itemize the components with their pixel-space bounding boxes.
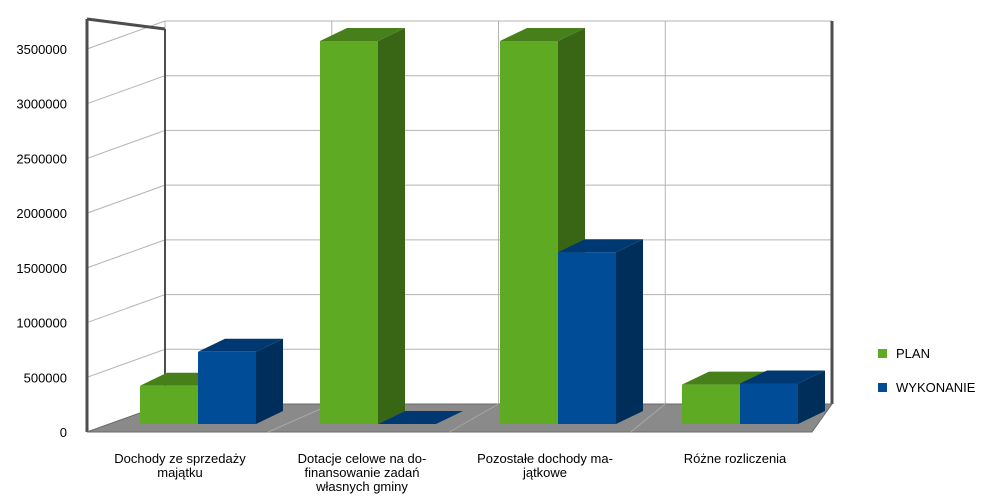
bar-front-face bbox=[500, 41, 558, 424]
bar-wykonanie-2 bbox=[378, 411, 463, 424]
y-axis-ticks: 0 500000 1000000 1500000 2000000 2500000 30000… bbox=[16, 42, 67, 440]
bar-front-face bbox=[140, 385, 198, 424]
chart-bars bbox=[140, 28, 825, 424]
y-tick-label: 500000 bbox=[24, 370, 67, 385]
legend-item-wykonanie: WYKONANIE bbox=[878, 378, 988, 396]
x-category-label-1: Dochody ze sprzedaży majątku bbox=[100, 452, 260, 480]
bar-front-face bbox=[198, 351, 256, 424]
gridline-side bbox=[86, 129, 166, 159]
bar-wykonanie-4 bbox=[740, 370, 825, 424]
gridline-side bbox=[86, 239, 166, 269]
gridline-side bbox=[86, 20, 166, 50]
bar-front-face bbox=[740, 383, 798, 424]
side-wall-top-edge bbox=[86, 17, 166, 31]
legend-item-plan: PLAN bbox=[878, 344, 988, 362]
legend-swatch-wykonanie bbox=[878, 382, 887, 392]
bar-top-face bbox=[740, 370, 825, 384]
y-tick-label: 0 bbox=[60, 425, 67, 440]
bar-top-face bbox=[320, 28, 405, 41]
floor-divider bbox=[449, 403, 499, 433]
legend-label-plan: PLAN bbox=[896, 345, 930, 361]
x-category-label-2: Dotacje celowe na do-finansowanie zadań w… bbox=[282, 452, 442, 494]
x-category-label-line: własnych gminy bbox=[316, 479, 408, 494]
y-tick-label: 2000000 bbox=[16, 206, 67, 221]
bar-front-face bbox=[320, 41, 378, 424]
bar-front-face bbox=[558, 252, 616, 424]
gridline-side bbox=[86, 348, 166, 378]
bar-front-face bbox=[682, 384, 740, 424]
x-category-label-line: finansowanie zadań bbox=[304, 465, 420, 480]
bar-wykonanie-3 bbox=[558, 239, 643, 424]
gridline-side bbox=[86, 294, 166, 324]
bar-top-face bbox=[500, 28, 585, 41]
gridline-side bbox=[86, 184, 166, 214]
bar-top-face bbox=[558, 239, 643, 253]
x-category-label-4: Różne rozliczenia bbox=[655, 452, 815, 466]
x-category-label-line: jątkowe bbox=[522, 465, 568, 480]
x-category-label-line: Pozostałe dochody ma- bbox=[477, 451, 613, 466]
bar-wykonanie-1 bbox=[198, 338, 283, 424]
bar-top-face bbox=[378, 411, 463, 424]
legend-label-wykonanie: WYKONANIE bbox=[896, 379, 976, 395]
bar-side-face bbox=[256, 338, 283, 424]
y-tick-label: 3000000 bbox=[16, 97, 67, 112]
bar-side-face bbox=[798, 370, 825, 424]
y-tick-label: 1500000 bbox=[16, 261, 67, 276]
gridline-side bbox=[86, 75, 166, 105]
x-category-label-3: Pozostałe dochody ma-jątkowe bbox=[465, 452, 625, 480]
x-category-label-line: Dotacje celowe na do- bbox=[297, 451, 427, 466]
legend: PLAN WYKONANIE bbox=[878, 344, 988, 412]
bar-plan-2 bbox=[320, 28, 405, 424]
x-category-label-line: Różne rozliczenia bbox=[683, 451, 787, 466]
floor-divider bbox=[630, 403, 666, 433]
x-category-label-line: majątku bbox=[157, 465, 203, 480]
y-tick-label: 1000000 bbox=[16, 316, 67, 331]
y-tick-label: 3500000 bbox=[16, 42, 67, 57]
bar-side-face bbox=[616, 239, 643, 424]
x-category-label-line: Dochody ze sprzedaży bbox=[114, 451, 246, 466]
side-wall bbox=[87, 19, 165, 432]
bar-top-face bbox=[198, 338, 283, 352]
legend-swatch-plan bbox=[878, 348, 887, 358]
y-tick-label: 2500000 bbox=[16, 151, 67, 166]
bar-side-face bbox=[378, 28, 405, 424]
